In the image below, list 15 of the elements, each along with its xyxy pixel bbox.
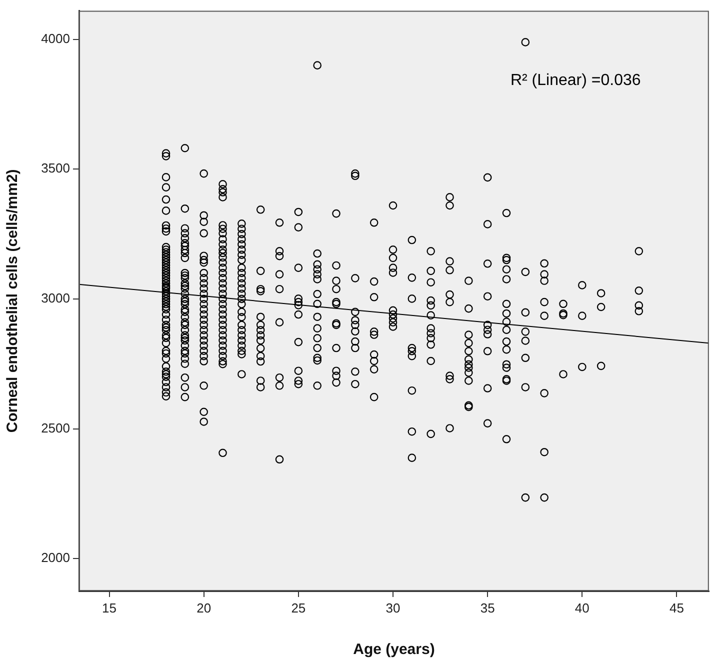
y-tick-label: 2500 — [41, 420, 70, 436]
y-axis-title: Corneal endothelial cells (cells/mm2) — [4, 169, 22, 433]
x-tick-label: 35 — [480, 600, 495, 616]
x-tick-label: 45 — [670, 600, 684, 616]
x-tick-label: 40 — [574, 600, 590, 616]
x-tick-label: 30 — [386, 600, 400, 616]
x-tick-label: 25 — [291, 600, 306, 616]
y-tick-label: 2000 — [41, 550, 70, 566]
x-axis-title: Age (years) — [353, 641, 435, 658]
y-tick-label: 3500 — [41, 160, 70, 176]
y-tick-label: 4000 — [41, 30, 70, 46]
annotation: R² (Linear) =0.036 — [510, 72, 641, 90]
x-tick-label: 15 — [102, 600, 116, 616]
x-tick-label: 20 — [196, 600, 212, 616]
y-tick-label: 3000 — [41, 290, 70, 306]
